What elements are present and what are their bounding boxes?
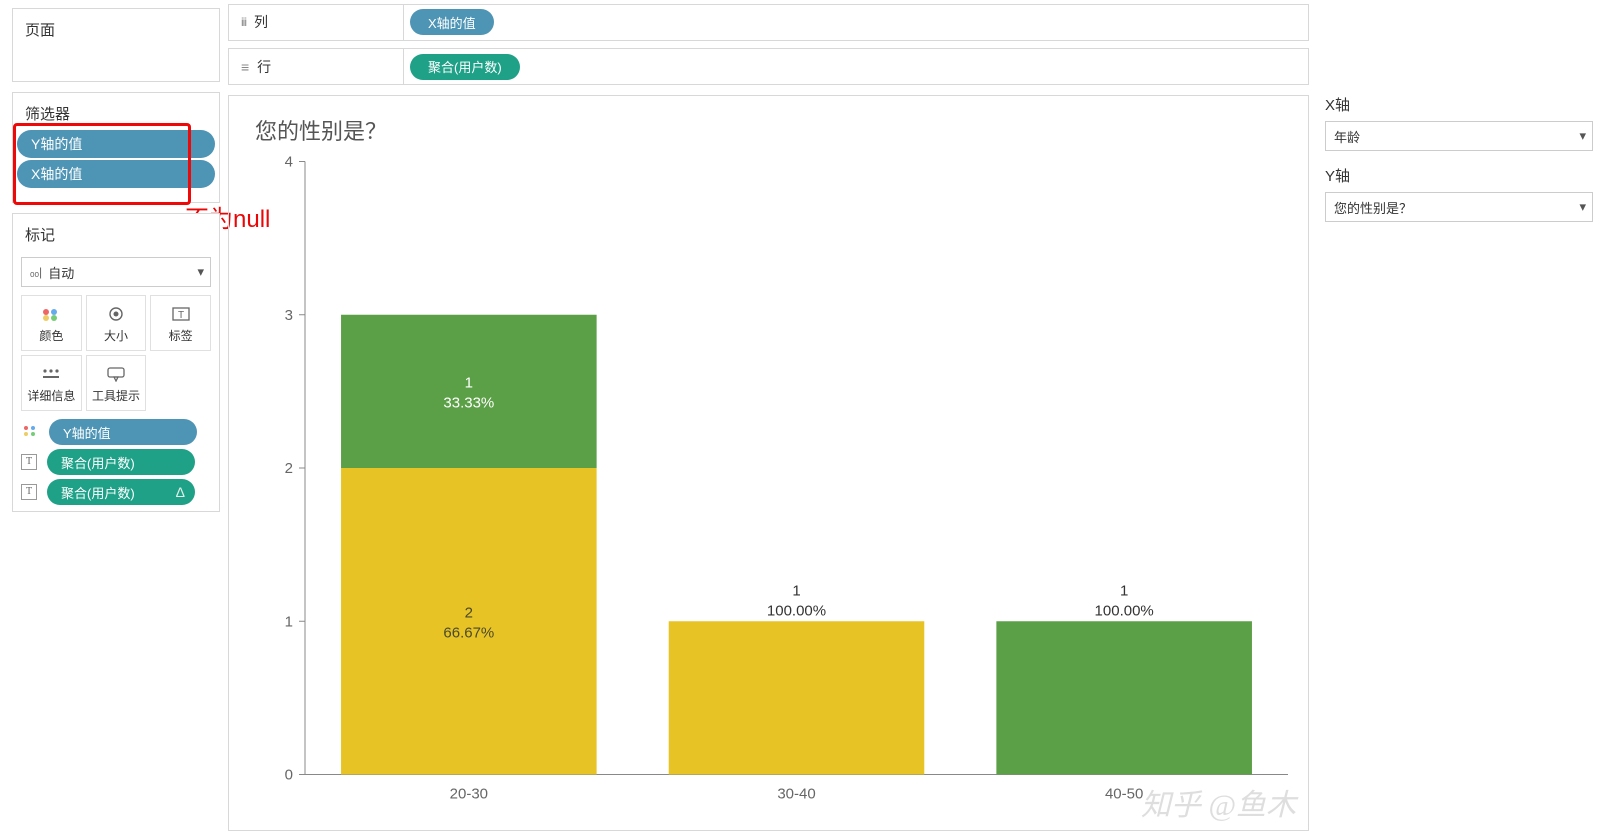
svg-text:1: 1 xyxy=(465,374,473,391)
marks-pill-y-value[interactable]: Y轴的值 xyxy=(49,419,197,445)
columns-shelf-label[interactable]: iii 列 xyxy=(228,4,404,41)
marks-card-grid-2: 详细信息 工具提示 xyxy=(13,351,219,411)
x-axis-section: X轴 年龄 ▾ xyxy=(1325,94,1593,151)
marks-label-button[interactable]: T 标签 xyxy=(150,295,211,351)
svg-text:1: 1 xyxy=(1120,582,1128,599)
y-axis-select[interactable]: 您的性别是？ ▾ xyxy=(1325,192,1593,222)
marks-color-button[interactable]: 颜色 xyxy=(21,295,82,351)
caret-down-icon: ▾ xyxy=(197,264,204,280)
marks-pill-row: T 聚合(用户数) xyxy=(21,449,211,475)
caret-down-icon: ▾ xyxy=(1579,199,1586,215)
detail-icon xyxy=(41,363,61,385)
marks-type-select[interactable]: ₒₒ| 自动 ▾ xyxy=(21,257,211,287)
chart-title: 您的性别是？ xyxy=(249,114,1298,150)
marks-type-value: 自动 xyxy=(48,263,74,282)
filter-pill-x[interactable]: X轴的值 xyxy=(17,160,215,188)
rows-pill[interactable]: 聚合(用户数) xyxy=(410,54,520,80)
pages-panel: 页面 xyxy=(12,8,220,82)
y-axis-section: Y轴 您的性别是？ ▾ xyxy=(1325,165,1593,222)
svg-text:100.00%: 100.00% xyxy=(1095,602,1154,619)
x-axis-title: X轴 xyxy=(1325,94,1593,121)
caret-down-icon: ▾ xyxy=(1579,128,1586,144)
text-icon: T xyxy=(21,454,37,470)
palette-icon xyxy=(41,303,61,325)
bar-chart-icon: ₒₒ| xyxy=(30,265,42,279)
svg-text:2: 2 xyxy=(465,604,473,621)
pages-title: 页面 xyxy=(13,9,219,48)
svg-text:30-40: 30-40 xyxy=(777,786,815,803)
app-root: 页面 筛选器 Y轴的值 X轴的值 不为null 标记 ₒₒ| 自动 ▾ xyxy=(0,0,1607,831)
svg-text:0: 0 xyxy=(285,767,293,784)
y-axis-title: Y轴 xyxy=(1325,165,1593,192)
rows-icon: ≡ xyxy=(241,59,249,75)
svg-text:100.00%: 100.00% xyxy=(767,602,826,619)
columns-shelf: iii 列 X轴的值 xyxy=(228,4,1309,41)
svg-text:T: T xyxy=(178,310,184,321)
bar-chart-svg: 0 1 2 3 4 2 66.67% 1 33.33% 20-30 1 100.00% 30-40 1 10… xyxy=(249,150,1298,820)
marks-pill-agg-1[interactable]: 聚合(用户数) xyxy=(47,449,195,475)
y-axis-value: 您的性别是？ xyxy=(1334,198,1412,217)
chart-canvas: 0 1 2 3 4 2 66.67% 1 33.33% 20-30 1 100.00% 30-40 1 10… xyxy=(249,150,1298,820)
marks-pill-agg-2[interactable]: 聚合(用户数) Δ xyxy=(47,479,195,505)
x-axis-value: 年龄 xyxy=(1334,127,1360,146)
rows-shelf-label[interactable]: ≡ 行 xyxy=(228,48,404,85)
text-icon: T xyxy=(21,484,37,500)
right-column: X轴 年龄 ▾ Y轴 您的性别是？ ▾ xyxy=(1315,0,1607,831)
marks-title: 标记 xyxy=(13,214,219,253)
label-icon: T xyxy=(171,303,191,325)
marks-size-button[interactable]: 大小 xyxy=(86,295,147,351)
marks-panel: 标记 ₒₒ| 自动 ▾ 颜色 xyxy=(12,213,220,512)
columns-shelf-body[interactable]: X轴的值 xyxy=(404,4,1309,41)
center-column: iii 列 X轴的值 ≡ 行 聚合(用户数) 您的性别是？ 0 1 2 3 4 2 66.6… xyxy=(228,0,1315,831)
filter-panel: 筛选器 Y轴的值 X轴的值 不为null xyxy=(12,92,220,203)
marks-pill-row: Y轴的值 xyxy=(21,419,211,445)
tooltip-icon xyxy=(106,363,126,385)
marks-tooltip-button[interactable]: 工具提示 xyxy=(86,355,147,411)
rows-shelf-body[interactable]: 聚合(用户数) xyxy=(404,48,1309,85)
filter-title: 筛选器 xyxy=(13,93,219,130)
color-dots-icon xyxy=(21,425,39,440)
columns-icon: iii xyxy=(241,15,246,29)
svg-text:4: 4 xyxy=(285,154,293,171)
viz-area: 您的性别是？ 0 1 2 3 4 2 66.67% 1 33.33% 20-30 1 100.00% 3… xyxy=(228,95,1309,831)
svg-text:33.33%: 33.33% xyxy=(443,394,494,411)
left-column: 页面 筛选器 Y轴的值 X轴的值 不为null 标记 ₒₒ| 自动 ▾ xyxy=(0,0,228,831)
marks-pill-rows: Y轴的值 T 聚合(用户数) T 聚合(用户数) Δ xyxy=(13,411,219,505)
svg-text:40-50: 40-50 xyxy=(1105,786,1143,803)
rows-shelf: ≡ 行 聚合(用户数) xyxy=(228,48,1309,85)
filter-pills: Y轴的值 X轴的值 xyxy=(13,130,219,196)
size-icon xyxy=(106,303,126,325)
columns-pill[interactable]: X轴的值 xyxy=(410,9,494,35)
delta-icon: Δ xyxy=(176,484,185,500)
marks-detail-button[interactable]: 详细信息 xyxy=(21,355,82,411)
svg-text:1: 1 xyxy=(285,613,293,630)
marks-pill-row: T 聚合(用户数) Δ xyxy=(21,479,211,505)
svg-text:3: 3 xyxy=(285,307,293,324)
marks-card-grid: 颜色 大小 T 标签 xyxy=(13,295,219,351)
svg-text:20-30: 20-30 xyxy=(450,786,488,803)
x-axis-select[interactable]: 年龄 ▾ xyxy=(1325,121,1593,151)
svg-text:66.67%: 66.67% xyxy=(443,624,494,641)
svg-text:1: 1 xyxy=(792,582,800,599)
svg-text:2: 2 xyxy=(285,460,293,477)
filter-pill-y[interactable]: Y轴的值 xyxy=(17,130,215,158)
